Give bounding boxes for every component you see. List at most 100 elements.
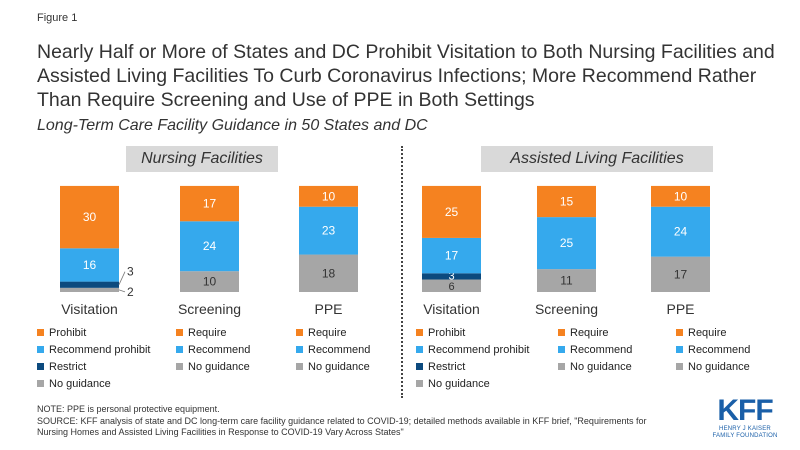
legend-item: Require: [676, 324, 750, 341]
legend-swatch: [37, 346, 44, 353]
legend-swatch: [296, 329, 303, 336]
legend-ppe: Require Recommend No guidance: [676, 324, 750, 375]
label-leader-line: [118, 271, 126, 285]
logo-line1: HENRY J KAISER: [719, 426, 771, 432]
legend-label: Recommend prohibit: [428, 343, 530, 356]
legend-swatch: [416, 346, 423, 353]
bar-segment-no-guidance: [651, 256, 710, 292]
legend-item: No guidance: [676, 358, 750, 375]
legend-swatch: [176, 329, 183, 336]
bar-segment-prohibit: [422, 185, 481, 238]
bar-segment-no-guidance: [60, 287, 119, 292]
note-text: NOTE: PPE is personal protective equipme…: [37, 404, 220, 414]
category-label: PPE: [314, 301, 342, 317]
category-label: Screening: [178, 301, 241, 317]
legend-item: Prohibit: [37, 324, 151, 341]
legend-swatch: [416, 380, 423, 387]
legend-item: Require: [558, 324, 632, 341]
legend-item: Recommend: [296, 341, 370, 358]
data-label: 24: [203, 239, 217, 253]
legend-ppe: Require Recommend No guidance: [296, 324, 370, 375]
bar-segment-recommend: [299, 206, 358, 255]
data-label: 3: [448, 270, 454, 282]
bar-segment-no-guidance: [299, 254, 358, 292]
bar-segment-recommend: [180, 221, 239, 272]
bar-segment-no-guidance: [180, 271, 239, 292]
legend-label: No guidance: [688, 360, 750, 373]
data-label: 16: [83, 258, 97, 272]
bar-segment-recommend: [537, 217, 596, 270]
legend-swatch: [37, 363, 44, 370]
panel-divider: [401, 146, 403, 398]
data-label: 15: [560, 195, 574, 209]
legend-item: Require: [176, 324, 250, 341]
source-text: SOURCE: KFF analysis of state and DC lon…: [37, 416, 647, 437]
panel-title-nursing: Nursing Facilities: [126, 146, 278, 172]
legend-label: No guidance: [570, 360, 632, 373]
legend-item: No guidance: [37, 375, 151, 392]
legend-label: Require: [570, 326, 609, 339]
legend-label: No guidance: [308, 360, 370, 373]
legend-swatch: [416, 363, 423, 370]
data-label: 6: [448, 281, 454, 293]
bar-segment-recommend-prohibit: [422, 237, 481, 274]
legend-swatch: [676, 363, 683, 370]
legend-screening: Require Recommend No guidance: [558, 324, 632, 375]
legend-swatch: [558, 329, 565, 336]
legend-label: Recommend: [188, 343, 251, 356]
data-label: 17: [203, 197, 217, 211]
legend-swatch: [176, 363, 183, 370]
legend-item: Recommend: [176, 341, 250, 358]
legend-item: No guidance: [558, 358, 632, 375]
logo-name: KFF: [717, 394, 773, 427]
legend-visitation: Prohibit Recommend prohibit Restrict No gui…: [37, 324, 151, 392]
legend-label: Recommend: [570, 343, 633, 356]
bar-segment-restrict: [60, 281, 119, 288]
bar-segment-prohibit: [60, 185, 119, 249]
legend-swatch: [676, 329, 683, 336]
panel-title-assisted: Assisted Living Facilities: [481, 146, 713, 172]
bar-segment-require: [651, 185, 710, 207]
legend-swatch: [558, 346, 565, 353]
legend-label: Require: [688, 326, 727, 339]
legend-label: No guidance: [188, 360, 250, 373]
legend-item: Restrict: [37, 358, 151, 375]
data-label: 11: [560, 274, 573, 288]
data-label: 18: [322, 266, 336, 280]
legend-item: Recommend prohibit: [37, 341, 151, 358]
legend-item: Recommend: [676, 341, 750, 358]
data-label: 30: [83, 210, 97, 224]
legend-label: Prohibit: [428, 326, 466, 339]
legend-swatch: [416, 329, 423, 336]
legend-item: Prohibit: [416, 324, 530, 341]
bar-segment-restrict: [422, 273, 481, 280]
legend-swatch: [37, 380, 44, 387]
data-label: 17: [445, 249, 459, 263]
data-label: 10: [203, 275, 217, 289]
legend-item: Recommend: [558, 341, 632, 358]
legend-label: No guidance: [428, 377, 490, 390]
data-label: 25: [445, 205, 459, 219]
legend-label: Prohibit: [49, 326, 87, 339]
kff-logo: KFF HENRY J KAISER FAMILY FOUNDATION: [712, 396, 778, 440]
category-label: Visitation: [423, 301, 480, 317]
bar-segment-require: [180, 185, 239, 222]
label-leader-line: [118, 289, 126, 293]
legend-label: No guidance: [49, 377, 111, 390]
chart-title: Nearly Half or More of States and DC Pro…: [37, 41, 775, 111]
legend-item: Recommend prohibit: [416, 341, 530, 358]
bar-segment-no-guidance: [422, 279, 481, 292]
legend-item: No guidance: [176, 358, 250, 375]
category-label: Screening: [535, 301, 598, 317]
data-label: 3: [127, 265, 134, 279]
legend-label: Restrict: [428, 360, 466, 373]
legend-label: Require: [188, 326, 227, 339]
data-label: 10: [674, 189, 688, 203]
data-label: 2: [127, 285, 134, 299]
legend-swatch: [558, 363, 565, 370]
legend-swatch: [676, 346, 683, 353]
data-label: 23: [322, 224, 336, 238]
legend-visitation: Prohibit Recommend prohibit Restrict No gui…: [416, 324, 530, 392]
category-label: PPE: [666, 301, 694, 317]
legend-item: Require: [296, 324, 370, 341]
